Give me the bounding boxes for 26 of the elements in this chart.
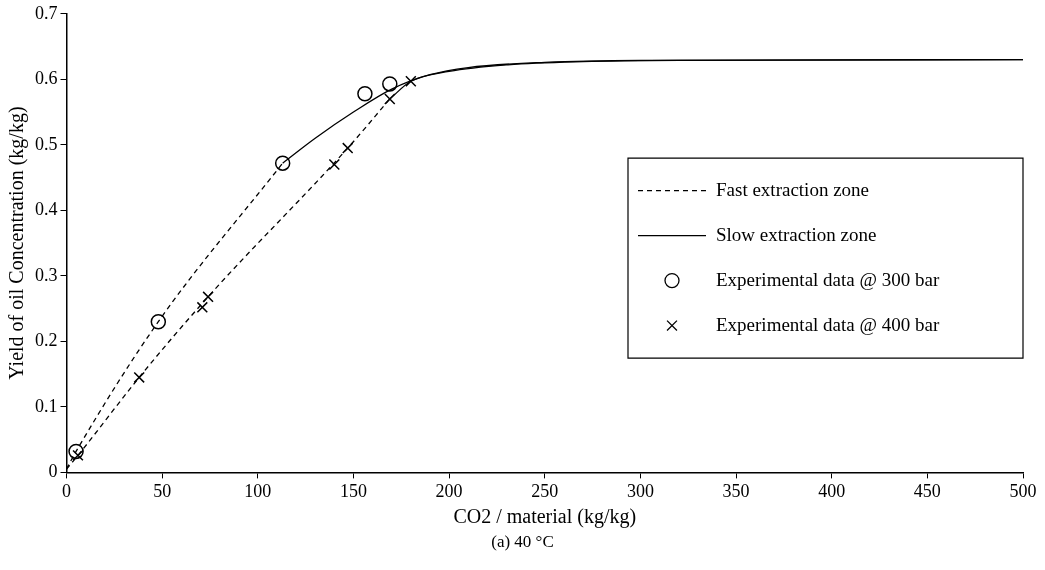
x-tick-label: 300 bbox=[626, 480, 654, 501]
x-tick-label: 400 bbox=[818, 480, 846, 501]
x-tick-label: 500 bbox=[1009, 480, 1037, 501]
y-tick-label: 0.6 bbox=[35, 68, 58, 89]
x-tick-label: 0 bbox=[62, 480, 71, 501]
text: (a) 40 °C bbox=[490, 532, 555, 552]
x-tick-label: 200 bbox=[435, 480, 463, 501]
y-tick-label: 0.7 bbox=[35, 2, 58, 23]
y-tick-label: 0.1 bbox=[35, 395, 58, 416]
y-axis-title: Yield of oil Concentration (kg/kg) bbox=[5, 106, 29, 380]
y-tick-label: 0.2 bbox=[35, 330, 58, 351]
legend-label: Slow extraction zone bbox=[716, 223, 877, 245]
y-tick-label: 0.5 bbox=[35, 133, 58, 154]
x-axis-title: CO2 / material (kg/kg) bbox=[453, 505, 637, 529]
x-tick-label: 100 bbox=[244, 480, 272, 501]
x-tick-label: 450 bbox=[913, 480, 941, 501]
y-tick-label: 0 bbox=[48, 461, 58, 482]
y-tick-label: 0.4 bbox=[35, 199, 58, 220]
x-tick-label: 250 bbox=[531, 480, 559, 501]
x-tick-label: 50 bbox=[153, 480, 172, 501]
legend-label: Experimental data @ 300 bar bbox=[716, 268, 940, 290]
legend-label: Fast extraction zone bbox=[716, 178, 870, 200]
x-tick-label: 150 bbox=[339, 480, 367, 501]
legend-label: Experimental data @ 400 bar bbox=[716, 313, 940, 335]
y-tick-label: 0.3 bbox=[35, 264, 58, 285]
x-tick-label: 350 bbox=[722, 480, 750, 501]
